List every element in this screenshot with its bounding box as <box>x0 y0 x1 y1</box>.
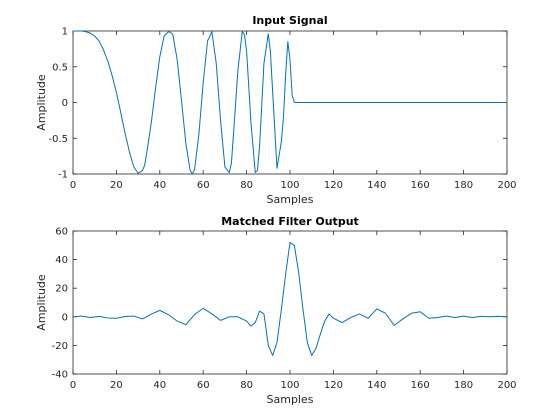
matched-filter-ytick-label: 0 <box>62 312 68 323</box>
input-signal-xtick-label: 0 <box>70 180 76 191</box>
matched-filter-xtick-label: 120 <box>324 380 343 391</box>
input-signal-xtick-label: 40 <box>153 180 166 191</box>
matched-filter-axes <box>72 230 508 375</box>
input-signal-xlabel: Samples <box>267 193 314 206</box>
matched-filter-xtick-label: 60 <box>197 380 210 391</box>
matched-filter-xtick-label: 80 <box>240 380 253 391</box>
matched-filter-plot: Matched Filter Output 0 20 40 60 80 100 120 140… <box>35 215 517 406</box>
input-signal-xtick-label: 80 <box>240 180 253 191</box>
matched-filter-xtick-label: 0 <box>70 380 76 391</box>
matched-filter-ytick-label: -40 <box>52 370 68 381</box>
input-signal-plot: Input Signal 0 20 40 60 80 100 120 140 160 180 200… <box>35 14 517 206</box>
matched-filter-xtick-label: 40 <box>153 380 166 391</box>
input-signal-xtick-label: 60 <box>197 180 210 191</box>
matched-filter-xtick-label: 200 <box>497 380 516 391</box>
matched-filter-ylabel: Amplitude <box>35 274 48 331</box>
input-signal-xtick-label: 180 <box>454 180 473 191</box>
input-signal-ytick-label: -0.5 <box>48 134 68 145</box>
input-signal-ytick-label: 0.5 <box>52 62 68 73</box>
matched-filter-xlabel: Samples <box>267 393 314 406</box>
matched-filter-ytick-label: 40 <box>55 255 68 266</box>
matched-filter-ytick-label: -20 <box>52 341 68 352</box>
matched-filter-series-line <box>72 241 508 356</box>
matched-filter-ytick-label: 20 <box>55 284 68 295</box>
input-signal-xtick-label: 100 <box>280 180 299 191</box>
input-signal-xtick-label: 200 <box>497 180 516 191</box>
matched-filter-ytick-label: 60 <box>55 227 68 238</box>
input-signal-ylabel: Amplitude <box>35 74 48 131</box>
input-signal-ytick-label: 1 <box>62 27 68 38</box>
input-signal-ytick-label: -1 <box>58 170 68 181</box>
input-signal-series-line <box>73 30 507 175</box>
input-signal-ytick-label: 0 <box>62 98 68 109</box>
matched-filter-xtick-label: 180 <box>454 380 473 391</box>
input-signal-xtick-label: 120 <box>324 180 343 191</box>
input-signal-xtick-label: 160 <box>411 180 430 191</box>
matched-filter-xtick-label: 100 <box>280 380 299 391</box>
matched-filter-xticks: 0 20 40 60 80 100 120 140 160 180 200 <box>70 231 517 391</box>
matched-filter-xtick-label: 160 <box>411 380 430 391</box>
input-signal-xtick-label: 20 <box>110 180 123 191</box>
input-signal-xticks: 0 20 40 60 80 100 120 140 160 180 200 <box>70 31 517 191</box>
matched-filter-xtick-label: 140 <box>367 380 386 391</box>
input-signal-title: Input Signal <box>252 14 327 27</box>
matched-filter-xtick-label: 20 <box>110 380 123 391</box>
input-signal-xtick-label: 140 <box>367 180 386 191</box>
matched-filter-title: Matched Filter Output <box>221 215 359 228</box>
